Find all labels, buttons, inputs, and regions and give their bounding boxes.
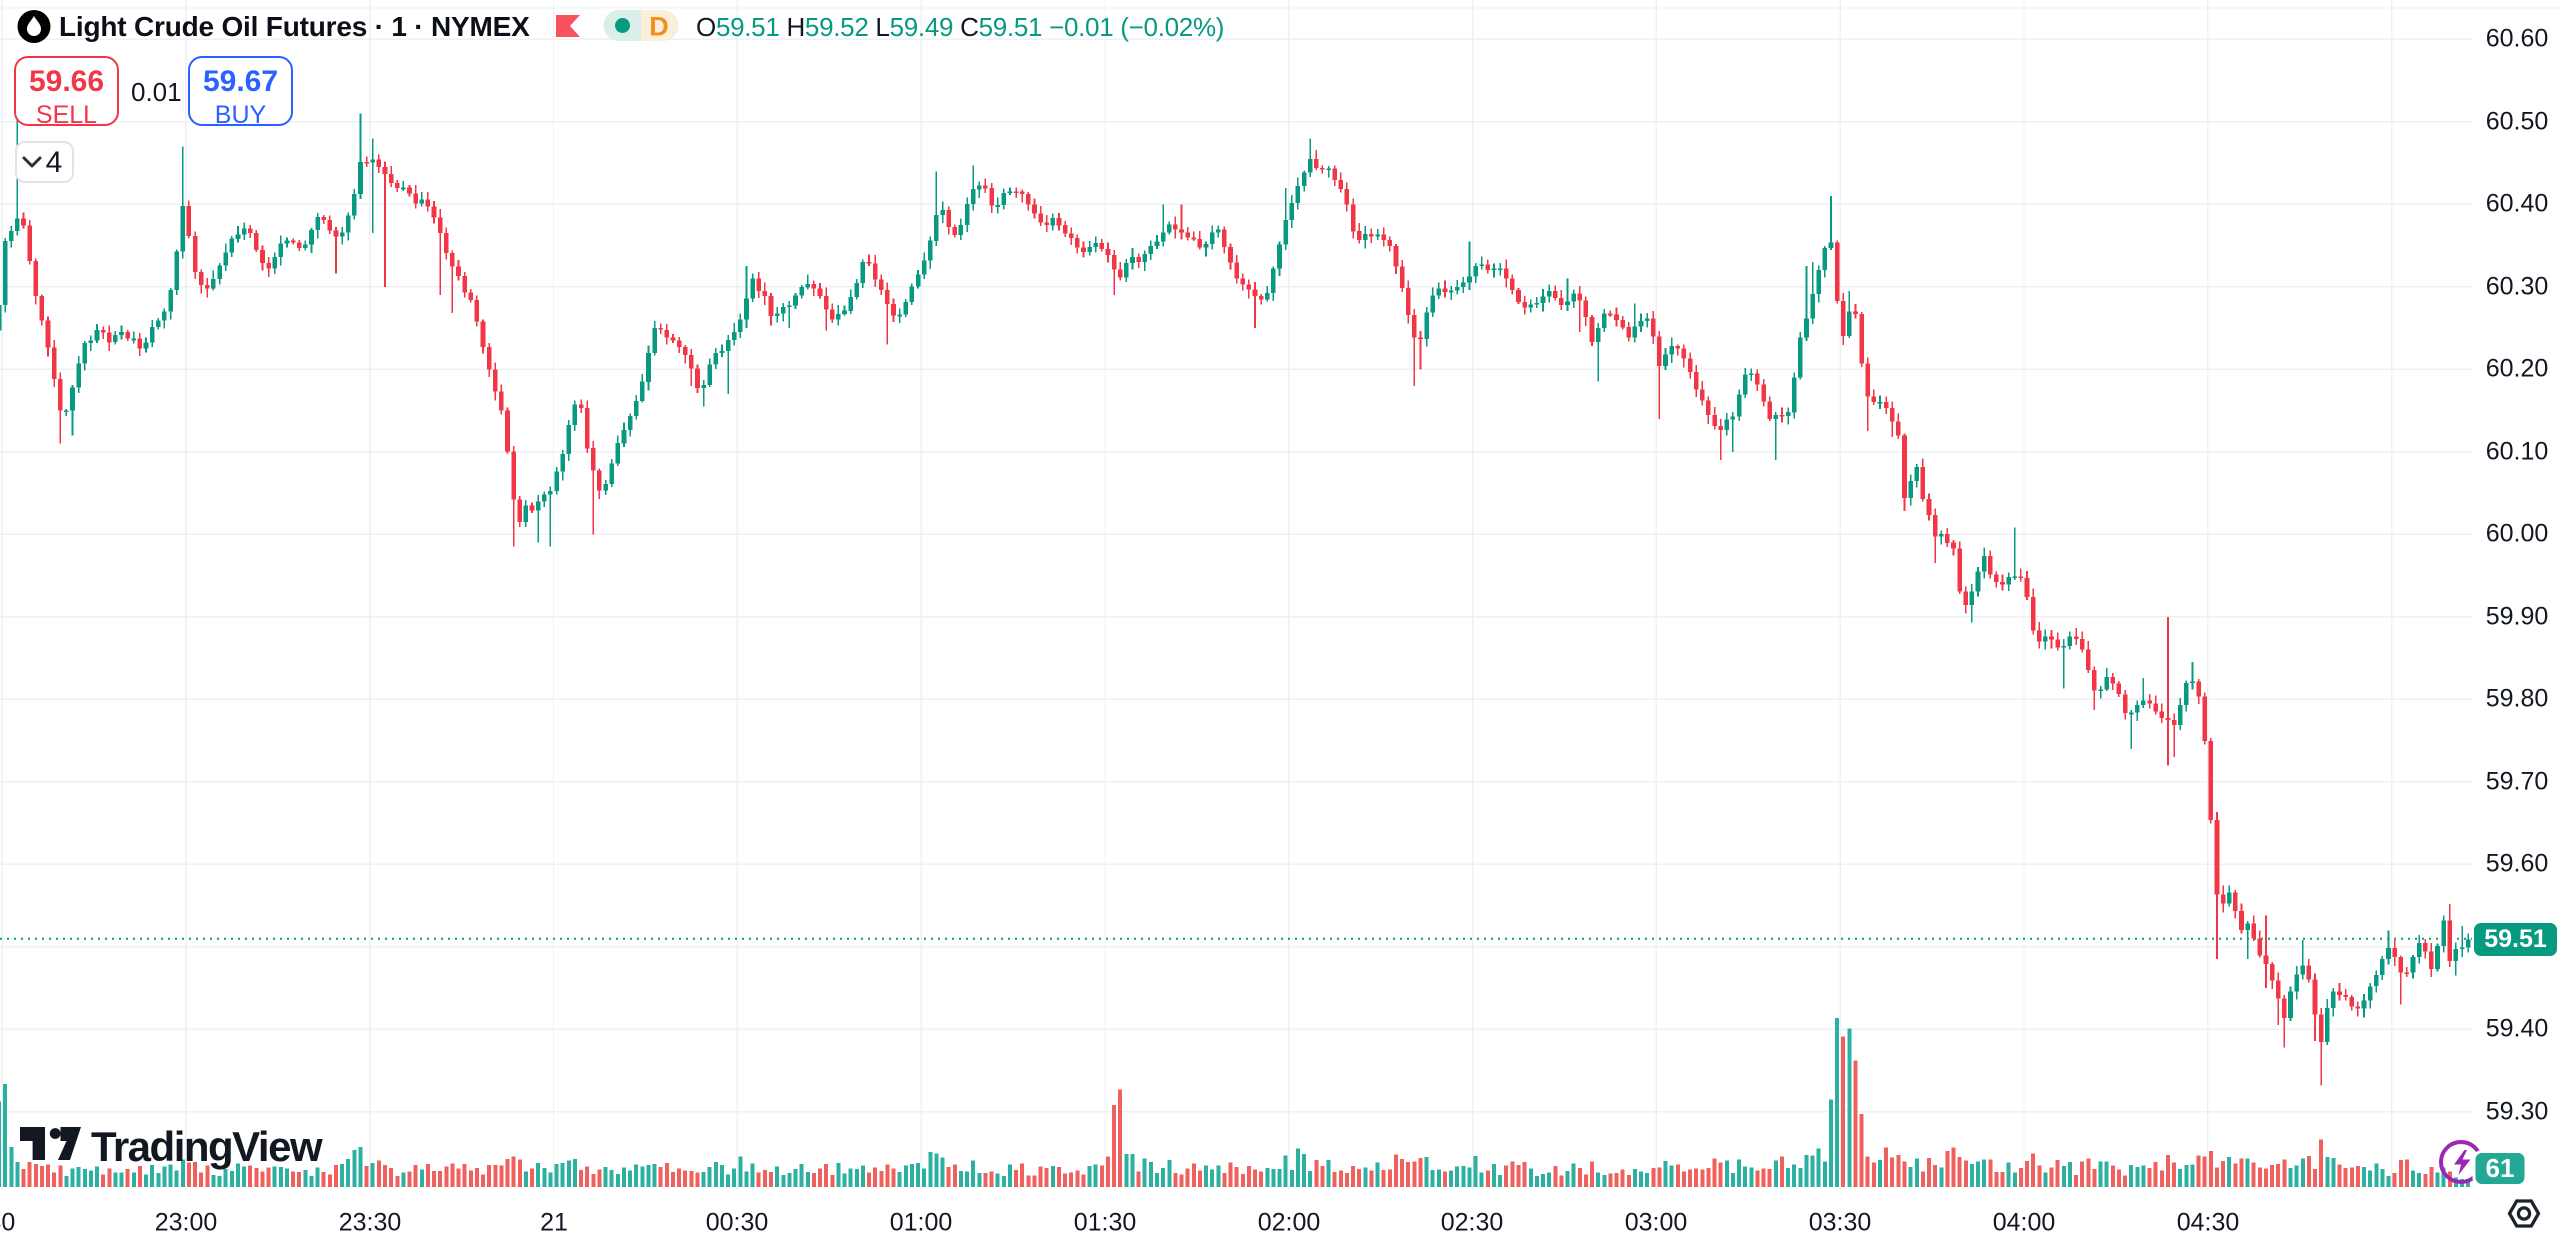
svg-text:TradingView: TradingView xyxy=(91,1123,323,1170)
svg-text:61: 61 xyxy=(2486,1153,2515,1183)
svg-text:D: D xyxy=(649,12,669,42)
svg-text:4: 4 xyxy=(46,146,63,179)
